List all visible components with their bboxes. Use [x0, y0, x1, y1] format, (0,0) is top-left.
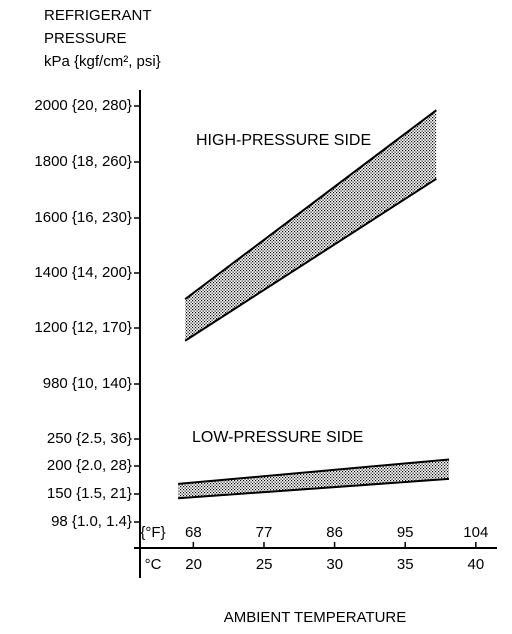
- band-label: LOW-PRESSURE SIDE: [192, 429, 364, 446]
- band-fill: [178, 459, 450, 499]
- y-tick-label: 1600 {16, 230}: [34, 209, 132, 226]
- x2-tick-label: 104: [463, 524, 488, 541]
- y-tick-label: 1800 {18, 260}: [34, 153, 132, 170]
- x2-tick-label: 77: [256, 524, 273, 541]
- x-tick-label: 25: [256, 556, 273, 573]
- band-edge: [178, 477, 450, 500]
- y-tick-label: 2000 {20, 280}: [34, 97, 132, 114]
- band-edge: [178, 458, 450, 485]
- x-tick-label: 30: [326, 556, 343, 573]
- band-label: HIGH-PRESSURE SIDE: [196, 132, 372, 149]
- x2-tick-label: 95: [397, 524, 414, 541]
- x2-tick-label: 68: [185, 524, 202, 541]
- x-axis-label: AMBIENT TEMPERATURE: [224, 609, 407, 626]
- x-tick-label: 20: [185, 556, 202, 573]
- band-edge: [184, 109, 437, 300]
- y-tick-label: 150 {1.5, 21}: [47, 485, 132, 502]
- y-tick-label: 98 {1.0, 1.4}: [51, 513, 132, 530]
- band-fill: [185, 110, 437, 341]
- y-axis-label: REFRIGERANT: [44, 7, 152, 24]
- x2-tick-label: 86: [326, 524, 343, 541]
- x-tick-label: 35: [397, 556, 414, 573]
- y-tick-label: 1400 {14, 200}: [34, 264, 132, 281]
- x-tick-label: 40: [467, 556, 484, 573]
- band-edge: [184, 177, 437, 342]
- y-axis-label: PRESSURE: [44, 30, 127, 47]
- y-tick-label: 980 {10, 140}: [43, 375, 132, 392]
- y-axis-label: kPa {kgf/cm², psi}: [44, 53, 161, 70]
- y-tick-label: 1200 {12, 170}: [34, 319, 132, 336]
- x2-unit: {°F}: [140, 524, 165, 541]
- x-unit: °C: [145, 556, 162, 573]
- y-tick-label: 200 {2.0, 28}: [47, 457, 132, 474]
- y-tick-label: 250 {2.5, 36}: [47, 430, 132, 447]
